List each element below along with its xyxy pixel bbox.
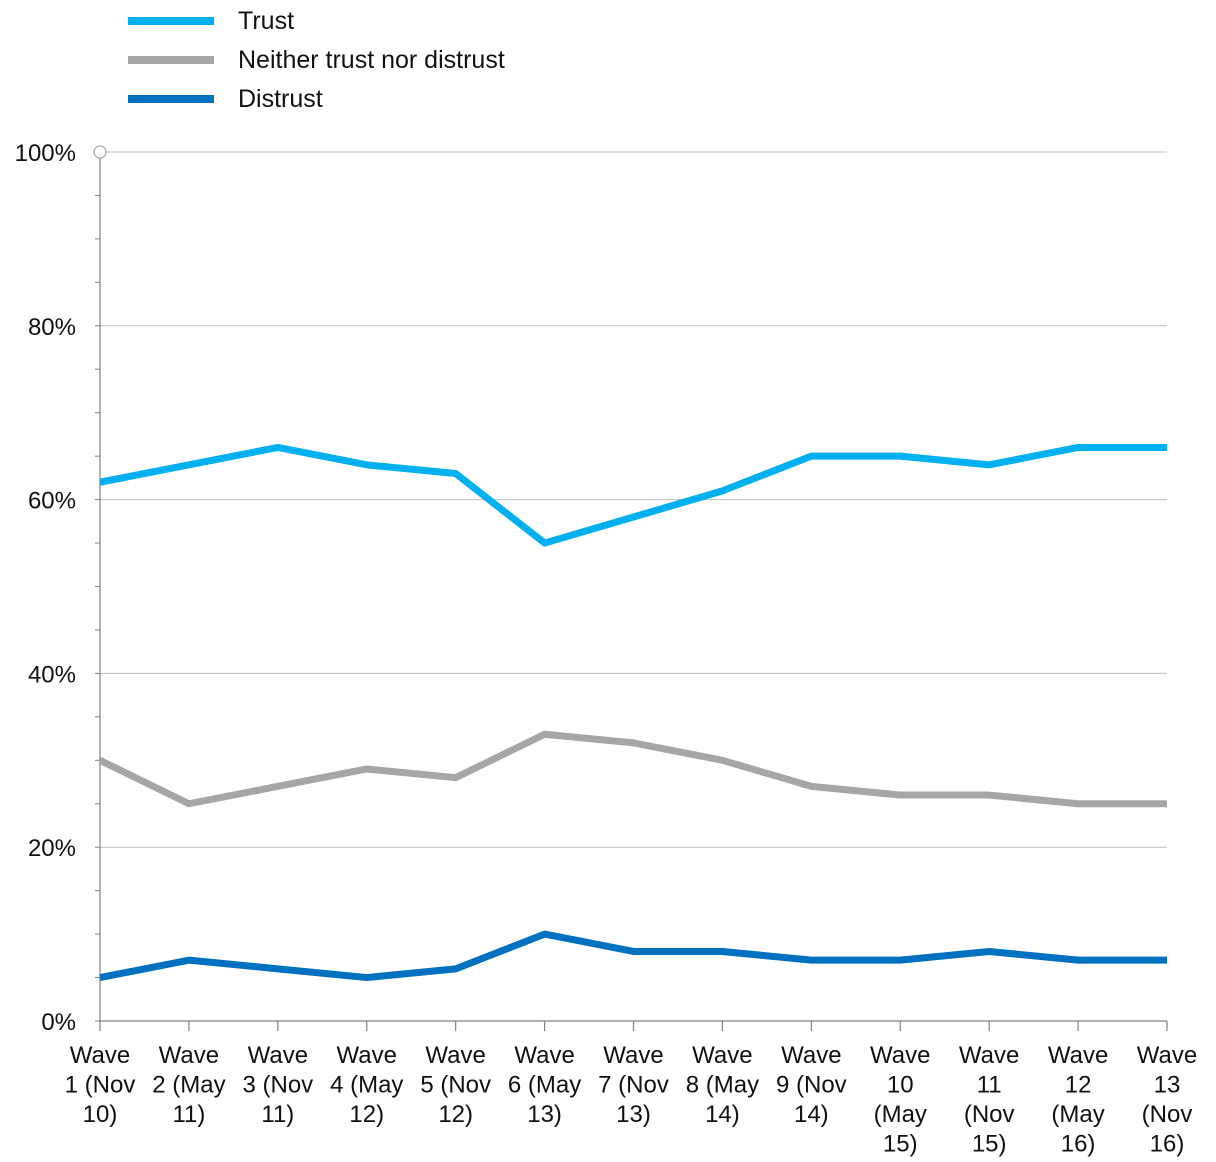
- x-tick-label-line: 5 (Nov: [420, 1072, 491, 1099]
- x-tick-label-line: Wave: [248, 1042, 308, 1069]
- x-tick-label-line: 13): [527, 1101, 562, 1128]
- x-tick-label-line: 10: [887, 1072, 914, 1099]
- x-tick-label-line: 13): [616, 1101, 651, 1128]
- x-tick-label-line: 14): [705, 1101, 740, 1128]
- x-tick-label-line: Wave: [603, 1042, 663, 1069]
- x-tick-label-line: 12): [438, 1101, 473, 1128]
- x-tick-label-line: 14): [794, 1101, 829, 1128]
- series-line-2: [99, 930, 1167, 982]
- y-axis-top-marker: [93, 145, 107, 159]
- x-tick-label: Wave 7 (Nov 13): [598, 1042, 669, 1128]
- y-tick-label: 60%: [28, 488, 76, 515]
- x-tick-label-line: Wave: [1137, 1042, 1197, 1069]
- x-tick-label-line: 15): [883, 1131, 918, 1158]
- y-tick-labels: 0% 20% 40% 60% 80% 100%: [15, 140, 76, 1036]
- x-tick-label-line: Wave: [514, 1042, 574, 1069]
- x-tick-label: Wave 1 (Nov 10): [65, 1042, 136, 1128]
- x-tick-label-line: 12: [1065, 1072, 1092, 1099]
- x-tick-label-line: (Nov: [964, 1101, 1015, 1128]
- legend-label-trust: Trust: [238, 7, 295, 35]
- x-tick-label: Wave 2 (May 11): [152, 1042, 225, 1128]
- x-tick-label: Wave 4 (May 12): [330, 1042, 403, 1128]
- x-tick-label-line: (Nov: [1142, 1101, 1193, 1128]
- x-tick-label: Wave 12 (May 16): [1048, 1042, 1108, 1158]
- x-tick-label-line: 16): [1150, 1131, 1185, 1158]
- x-tick-label-line: 11): [172, 1101, 205, 1128]
- x-tick-label: Wave 6 (May 13): [508, 1042, 581, 1128]
- x-tick-label-line: 2 (May: [152, 1072, 225, 1099]
- x-tick-label-line: 8 (May: [686, 1072, 759, 1099]
- y-tick-label: 100%: [15, 140, 76, 167]
- x-tick-label: Wave 3 (Nov 11): [242, 1042, 313, 1128]
- x-tick-label-line: Wave: [159, 1042, 219, 1069]
- x-tick-label-line: Wave: [425, 1042, 485, 1069]
- x-tick-label-line: 11): [261, 1101, 294, 1128]
- x-tick-label-line: 3 (Nov: [242, 1072, 313, 1099]
- x-tick-label: Wave 10 (May 15): [870, 1042, 930, 1158]
- x-tick-label-line: 9 (Nov: [776, 1072, 847, 1099]
- x-tick-label-line: Wave: [692, 1042, 752, 1069]
- series-line-1: [98, 730, 1167, 808]
- x-tick-label: Wave 13 (Nov 16): [1137, 1042, 1197, 1158]
- x-tick-label-line: (May: [874, 1101, 927, 1128]
- x-tick-label-line: 12): [349, 1101, 384, 1128]
- legend-swatch-distrust: [128, 95, 214, 103]
- x-tick-label: Wave 8 (May 14): [686, 1042, 759, 1128]
- series-line-0: [99, 443, 1167, 547]
- x-tick-label-line: 6 (May: [508, 1072, 581, 1099]
- legend-swatch-neither: [128, 56, 214, 64]
- y-tick-label: 80%: [28, 314, 76, 341]
- x-tick-label-line: Wave: [70, 1042, 130, 1069]
- x-tick-label-line: 16): [1061, 1131, 1096, 1158]
- x-tick-labels: Wave 1 (Nov 10)Wave 2 (May 11)Wave 3 (Nov 11)W…: [65, 1042, 1198, 1158]
- x-tick-label-line: Wave: [1048, 1042, 1108, 1069]
- x-tick-label-line: Wave: [337, 1042, 397, 1069]
- axes: [93, 145, 1168, 1031]
- x-tick-label-line: Wave: [959, 1042, 1019, 1069]
- x-tick-label: Wave 5 (Nov 12): [420, 1042, 491, 1128]
- legend-swatch-trust: [128, 17, 214, 25]
- x-tick-label: Wave 9 (Nov 14): [776, 1042, 847, 1128]
- x-tick-label-line: 4 (May: [330, 1072, 403, 1099]
- series-lines: [98, 443, 1167, 982]
- y-tick-label: 20%: [28, 835, 76, 862]
- x-tick-label-line: Wave: [870, 1042, 930, 1069]
- x-tick-label-line: 11: [977, 1072, 1002, 1099]
- y-tick-label: 40%: [28, 661, 76, 688]
- x-tick-label-line: 1 (Nov: [65, 1072, 136, 1099]
- grid-lines: [100, 151, 1167, 848]
- y-tick-label: 0%: [41, 1009, 76, 1036]
- x-tick-label-line: 7 (Nov: [598, 1072, 669, 1099]
- x-tick-label-line: (May: [1051, 1101, 1104, 1128]
- legend-label-distrust: Distrust: [238, 85, 323, 113]
- x-tick-label-line: 10): [83, 1101, 118, 1128]
- x-tick-label-line: Wave: [781, 1042, 841, 1069]
- x-tick-label-line: 15): [972, 1131, 1007, 1158]
- legend-label-neither: Neither trust nor distrust: [238, 46, 505, 74]
- x-tick-label: Wave 11 (Nov 15): [959, 1042, 1019, 1158]
- x-tick-label-line: 13: [1154, 1072, 1181, 1099]
